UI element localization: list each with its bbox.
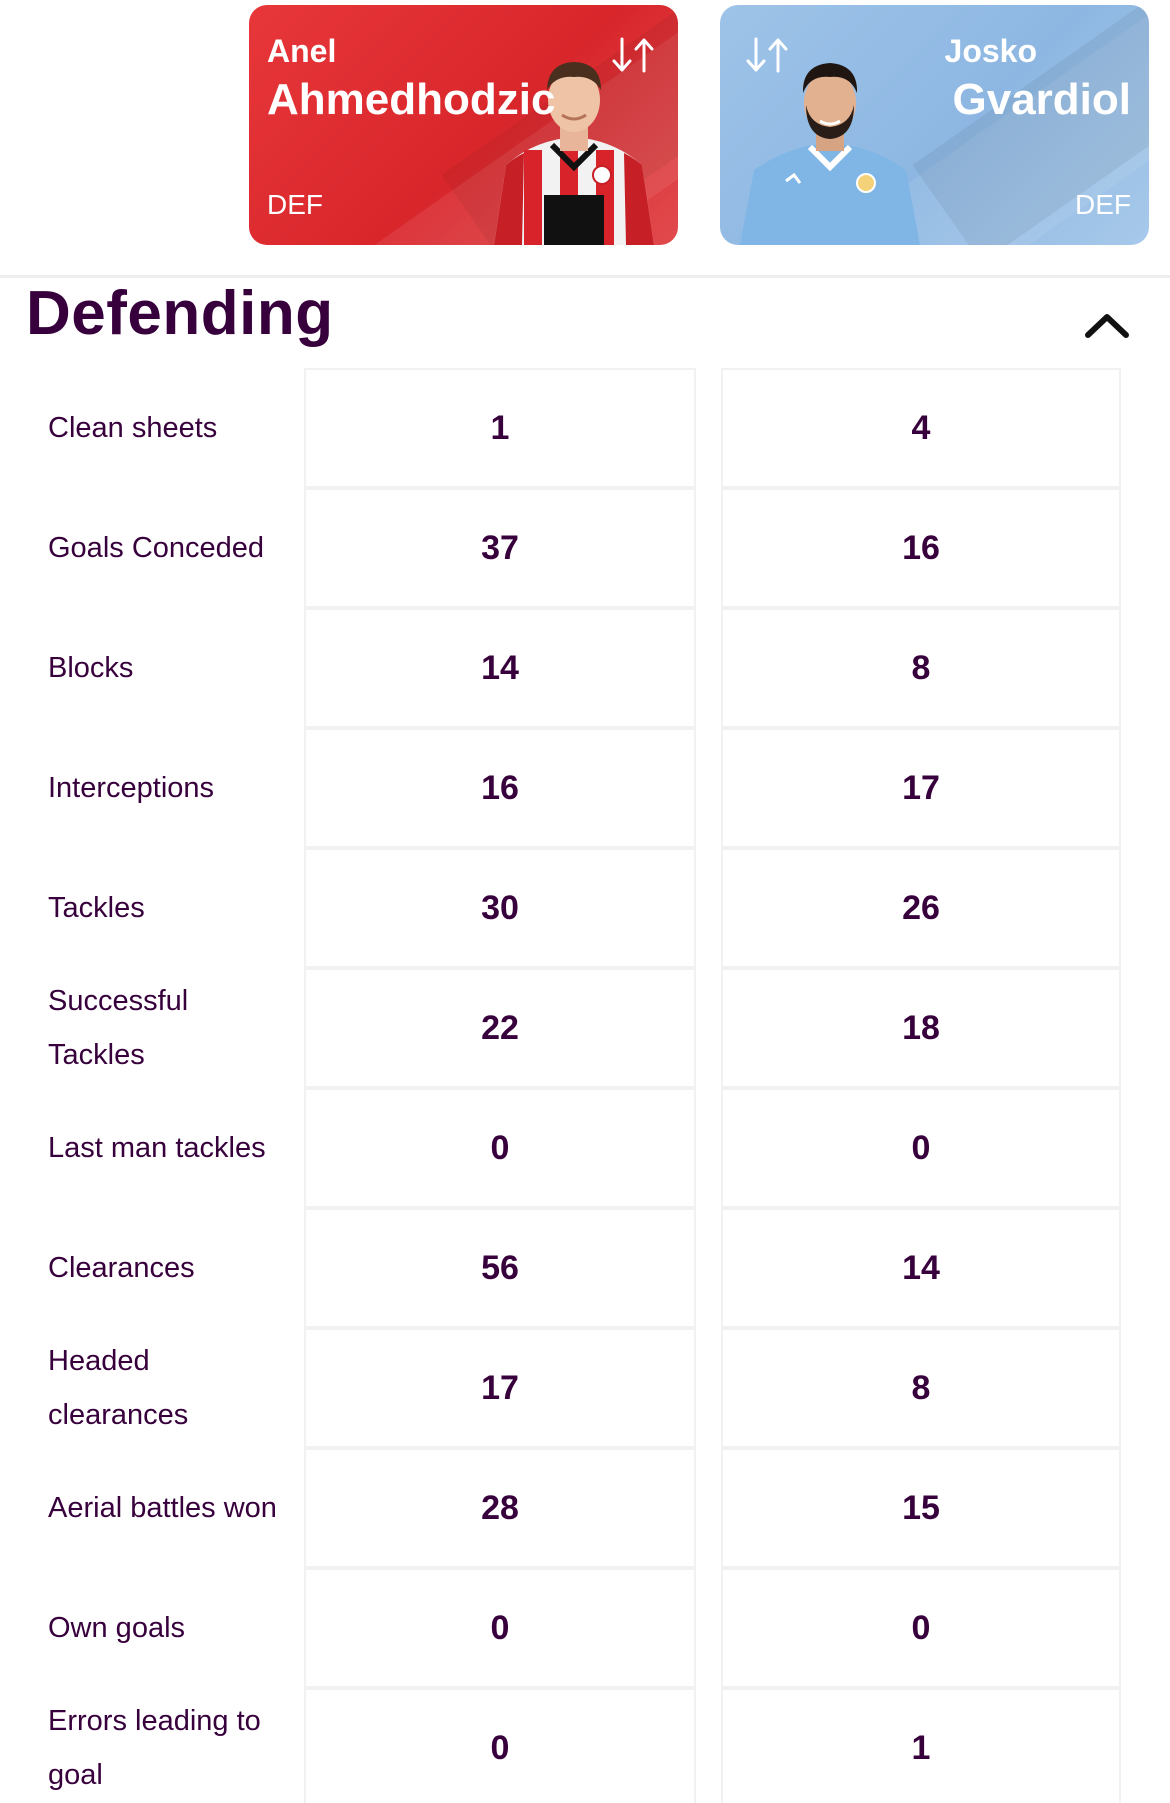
stat-value-right: 0 xyxy=(721,1568,1121,1688)
stat-value-left: 16 xyxy=(304,728,696,848)
stat-value-left: 0 xyxy=(304,1568,696,1688)
player-position: DEF xyxy=(267,189,323,220)
stat-value-right: 26 xyxy=(721,848,1121,968)
stat-value-left: 22 xyxy=(304,968,696,1088)
stat-label: Clearances xyxy=(48,1252,195,1284)
stat-label: Clean sheets xyxy=(48,412,218,444)
stat-value-right: 8 xyxy=(721,1328,1121,1448)
stat-row-tackles: Tackles 30 26 xyxy=(0,848,1170,968)
stat-label: Successful Tackles xyxy=(48,985,189,1071)
stat-row-interceptions: Interceptions 16 17 xyxy=(0,728,1170,848)
player-card-right[interactable]: Josko Gvardiol DEF xyxy=(720,5,1149,245)
player-first-name: Anel xyxy=(267,33,337,69)
stat-label: Last man tackles xyxy=(48,1132,266,1164)
stat-value-left: 30 xyxy=(304,848,696,968)
stat-value-right: 1 xyxy=(721,1688,1121,1803)
player-photo-left xyxy=(494,62,654,245)
player-photo-right xyxy=(740,63,920,245)
stat-value-right: 8 xyxy=(721,608,1121,728)
stat-label: Blocks xyxy=(48,652,134,684)
section-title: Defending xyxy=(26,279,334,348)
header-divider xyxy=(0,275,1170,278)
stat-value-right: 17 xyxy=(721,728,1121,848)
stat-row-goals-conceded: Goals Conceded 37 16 xyxy=(0,488,1170,608)
defending-stats-table: Clean sheets 1 4 Goals Conceded 37 16 Bl… xyxy=(0,368,1170,1803)
stat-value-right: 0 xyxy=(721,1088,1121,1208)
stat-value-left: 14 xyxy=(304,608,696,728)
stat-value-left: 0 xyxy=(304,1688,696,1803)
stat-row-clearances: Clearances 56 14 xyxy=(0,1208,1170,1328)
player-last-name: Gvardiol xyxy=(952,75,1132,124)
stat-value-left: 56 xyxy=(304,1208,696,1328)
stat-value-left: 17 xyxy=(304,1328,696,1448)
stat-value-left: 1 xyxy=(304,368,696,488)
chevron-up-icon[interactable] xyxy=(1082,307,1132,343)
stat-label: Tackles xyxy=(48,892,145,924)
stat-value-right: 4 xyxy=(721,368,1121,488)
player-position: DEF xyxy=(1075,189,1131,220)
stat-value-right: 18 xyxy=(721,968,1121,1088)
stat-row-clean-sheets: Clean sheets 1 4 xyxy=(0,368,1170,488)
stat-row-last-man-tackles: Last man tackles 0 0 xyxy=(0,1088,1170,1208)
stat-row-own-goals: Own goals 0 0 xyxy=(0,1568,1170,1688)
stat-value-left: 37 xyxy=(304,488,696,608)
stat-value-right: 15 xyxy=(721,1448,1121,1568)
stat-label: Errors leading to goal xyxy=(48,1705,261,1791)
swap-player-icon[interactable] xyxy=(742,35,792,75)
stat-value-left: 0 xyxy=(304,1088,696,1208)
stat-value-left: 28 xyxy=(304,1448,696,1568)
player-card-left[interactable]: Anel Ahmedhodzic DEF xyxy=(249,5,678,245)
player-first-name: Josko xyxy=(944,33,1037,69)
stat-value-right: 14 xyxy=(721,1208,1121,1328)
stat-label: Headed clearances xyxy=(48,1345,189,1431)
stat-label: Interceptions xyxy=(48,772,215,804)
player-last-name: Ahmedhodzic xyxy=(267,75,556,124)
stat-row-blocks: Blocks 14 8 xyxy=(0,608,1170,728)
stat-value-right: 16 xyxy=(721,488,1121,608)
stat-label: Aerial battles won xyxy=(48,1492,277,1524)
swap-player-icon[interactable] xyxy=(608,35,658,75)
stat-row-headed-clearances: Headed clearances 17 8 xyxy=(0,1328,1170,1448)
stat-row-errors-leading-to-goal: Errors leading to goal 0 1 xyxy=(0,1688,1170,1803)
stat-label: Own goals xyxy=(48,1612,186,1644)
stat-row-successful-tackles: Successful Tackles 22 18 xyxy=(0,968,1170,1088)
stat-label: Goals Conceded xyxy=(48,532,265,564)
stat-row-aerial-battles-won: Aerial battles won 28 15 xyxy=(0,1448,1170,1568)
